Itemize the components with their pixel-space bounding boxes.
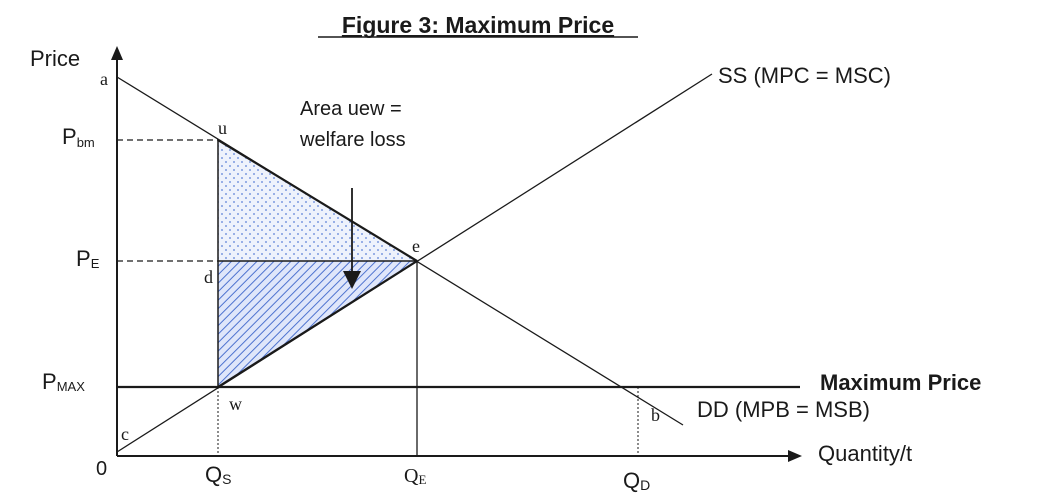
y-axis-arrow-icon [111,46,123,60]
origin-label: 0 [96,458,107,480]
demand-curve-label: DD (MPB = MSB) [697,397,870,422]
p-bm-label: Pbm [62,124,95,150]
annotation-line-1: Area uew = [300,98,402,120]
point-c-label: c [121,424,129,444]
y-axis-label: Price [30,46,80,71]
x-axis-arrow-icon [788,450,802,462]
maximum-price-label: Maximum Price [820,370,981,395]
point-w-label: w [229,394,242,414]
point-a-label: a [100,69,108,89]
annotation-line-2: welfare loss [299,129,406,151]
figure-title: Figure 3: Maximum Price [342,12,614,38]
p-e-label: PE [76,246,100,271]
p-max-label: PMAX [42,369,85,394]
point-u-label: u [218,118,227,138]
point-d-label: d [204,267,213,287]
q-e-label: QE [404,465,426,487]
x-axis-label: Quantity/t [818,441,912,466]
point-e-label: e [412,236,420,256]
triangle-edge-ue [217,139,418,262]
q-s-label: QS [205,462,231,487]
point-b-label: b [651,405,660,425]
supply-curve-label: SS (MPC = MSC) [718,63,891,88]
q-d-label: QD [623,468,650,493]
triangle-edge-we [217,260,418,388]
